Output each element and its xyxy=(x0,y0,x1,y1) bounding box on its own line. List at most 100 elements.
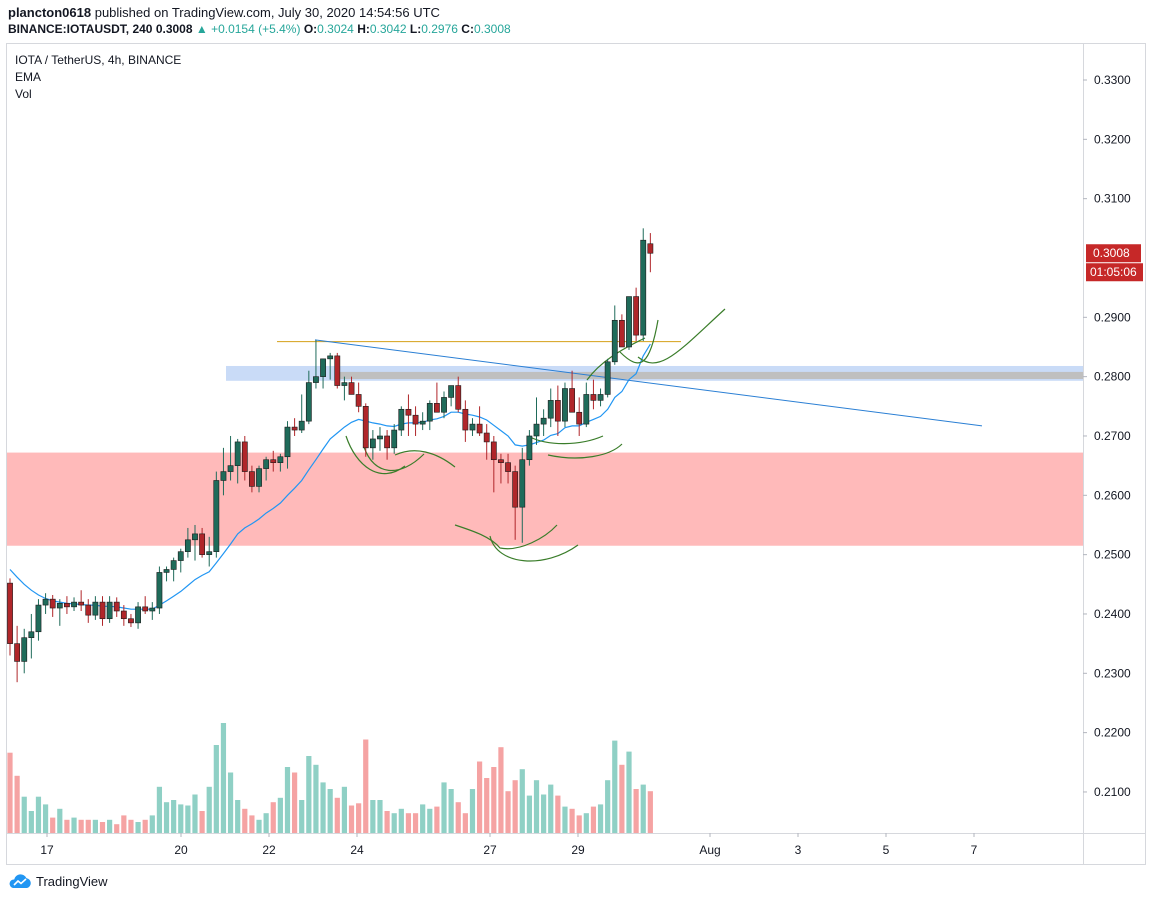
annotation-arc xyxy=(363,446,425,471)
volume-bar xyxy=(569,808,575,833)
volume-bar xyxy=(99,822,106,833)
volume-bar xyxy=(363,739,369,833)
volume-bar xyxy=(92,819,98,833)
volume-bar xyxy=(427,808,433,833)
candle xyxy=(576,411,583,425)
countdown-label: 01:05:06 xyxy=(1090,265,1137,279)
volume-bar xyxy=(320,782,326,833)
symbol-header: BINANCE:IOTAUSDT, 240 0.3008 ▲ +0.0154 (… xyxy=(8,22,511,36)
candle xyxy=(99,601,106,620)
annotation-arc xyxy=(586,337,646,381)
candle xyxy=(234,441,241,466)
candle xyxy=(419,420,426,425)
volume-bar xyxy=(192,794,198,833)
price-tick-label: 0.2800 xyxy=(1094,370,1131,384)
volume-bar xyxy=(491,767,497,833)
candle xyxy=(298,420,305,431)
candle xyxy=(377,435,383,440)
candle xyxy=(227,465,234,472)
chart-frame xyxy=(6,43,1146,865)
candle xyxy=(220,471,227,481)
publisher-name[interactable]: plancton0618 xyxy=(8,5,92,20)
candle xyxy=(64,602,70,608)
price-tick-label: 0.3100 xyxy=(1094,192,1131,206)
time-tick-label: 27 xyxy=(483,843,497,857)
time-tick-label: 5 xyxy=(883,843,890,857)
vol-legend[interactable]: Vol xyxy=(15,87,32,101)
candle xyxy=(42,598,49,606)
time-tick-label: 3 xyxy=(795,843,802,857)
volume-bar xyxy=(171,800,177,833)
time-tick-label: 24 xyxy=(350,843,364,857)
ema-legend[interactable]: EMA xyxy=(15,70,42,84)
candle xyxy=(334,355,341,386)
price-tick-label: 0.2300 xyxy=(1094,666,1131,680)
price-tick-label: 0.2500 xyxy=(1094,548,1131,562)
volume-bar xyxy=(14,775,20,833)
candle xyxy=(569,388,575,413)
volume-bar xyxy=(448,789,454,833)
volume-bar xyxy=(227,772,234,833)
volume-bar xyxy=(519,769,525,833)
chart-title[interactable]: IOTA / TetherUS, 4h, BINANCE xyxy=(15,53,182,67)
candle xyxy=(626,296,632,348)
candle xyxy=(526,435,533,461)
volume-bar xyxy=(412,813,419,833)
volume-bar xyxy=(533,780,540,833)
candle xyxy=(192,533,198,541)
candle xyxy=(519,459,526,508)
volume-bar xyxy=(263,813,269,833)
volume-bar xyxy=(220,723,227,833)
volume-bar xyxy=(135,822,141,833)
volume-bar xyxy=(434,806,440,833)
volume-bar xyxy=(256,819,262,833)
candle xyxy=(270,459,277,463)
volume-bar xyxy=(583,813,589,833)
volume-bar xyxy=(469,789,476,833)
candle xyxy=(78,601,85,606)
volume-bar xyxy=(270,802,276,833)
candle xyxy=(583,394,590,425)
low-value: 0.2976 xyxy=(421,22,458,36)
tradingview-logo[interactable]: TradingView xyxy=(8,873,108,889)
candle xyxy=(142,606,149,612)
candle xyxy=(85,604,92,616)
brand-name: TradingView xyxy=(36,873,108,889)
volume-bar xyxy=(398,808,404,833)
volume-bar xyxy=(206,786,212,833)
price-tick-label: 0.2600 xyxy=(1094,488,1131,502)
candle xyxy=(483,432,490,443)
candle xyxy=(256,468,262,487)
annotation-arc xyxy=(637,308,726,364)
candle xyxy=(241,441,248,472)
volume-bar xyxy=(647,791,653,833)
time-tick-label: Aug xyxy=(699,843,720,857)
volume-bar xyxy=(249,815,255,833)
candle xyxy=(590,394,597,401)
volume-bar xyxy=(590,806,597,833)
volume-bar xyxy=(149,815,155,833)
candle xyxy=(120,610,127,620)
candle xyxy=(14,643,21,662)
candle xyxy=(284,426,291,458)
support-zone xyxy=(7,452,1083,546)
volume-bar xyxy=(476,761,483,833)
volume-bar xyxy=(313,764,319,833)
candle xyxy=(163,569,170,573)
time-tick-label: 29 xyxy=(571,843,585,857)
open-label: O: xyxy=(303,22,318,36)
candle xyxy=(362,406,369,449)
volume-bar xyxy=(50,817,56,833)
price-tick-label: 0.2100 xyxy=(1094,785,1131,799)
volume-bar xyxy=(597,804,604,833)
volume-bar xyxy=(185,805,191,833)
volume-bar xyxy=(114,824,120,833)
candle xyxy=(597,394,604,401)
volume-bar xyxy=(277,797,283,833)
candle xyxy=(49,598,56,609)
annotation-arc xyxy=(394,450,456,468)
candle xyxy=(505,462,511,472)
volume-bar xyxy=(163,802,170,833)
countdown-tag xyxy=(1086,263,1143,282)
